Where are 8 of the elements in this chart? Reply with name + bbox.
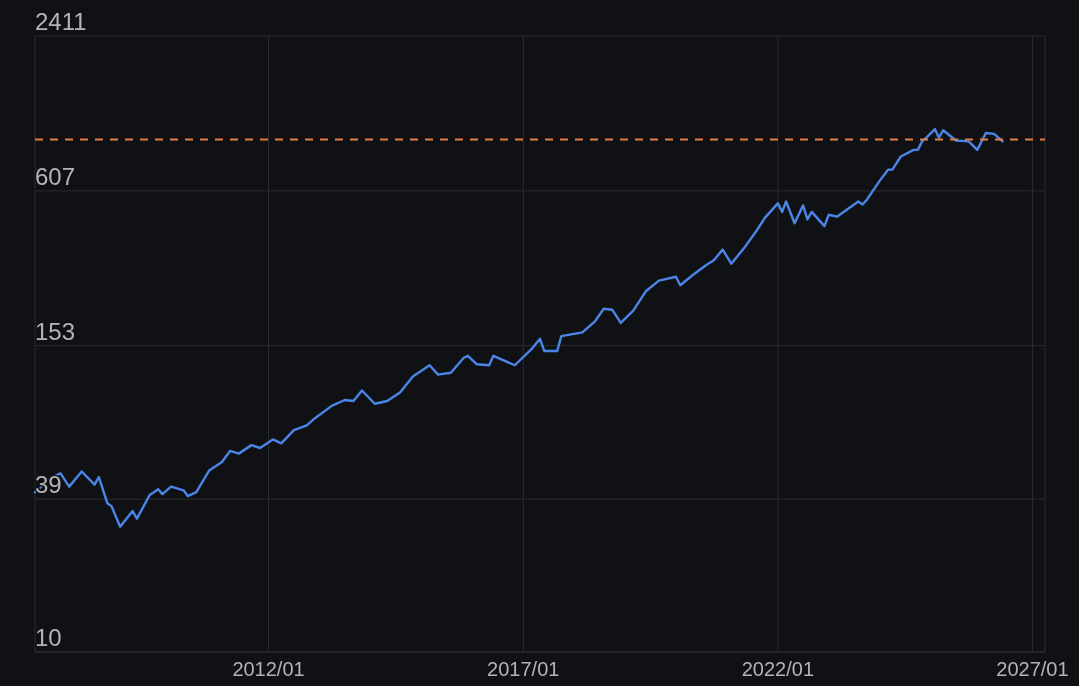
x-tick-label: 2027/01 [996, 658, 1069, 680]
y-tick-label: 2411 [35, 8, 87, 35]
x-tick-label: 2017/01 [487, 658, 560, 680]
y-tick-label: 153 [35, 317, 76, 345]
y-tick-label: 607 [35, 162, 76, 190]
x-tick-label: 2022/01 [741, 658, 815, 680]
y-tick-label: 10 [35, 624, 62, 651]
x-tick-label: 2012/01 [232, 658, 305, 680]
